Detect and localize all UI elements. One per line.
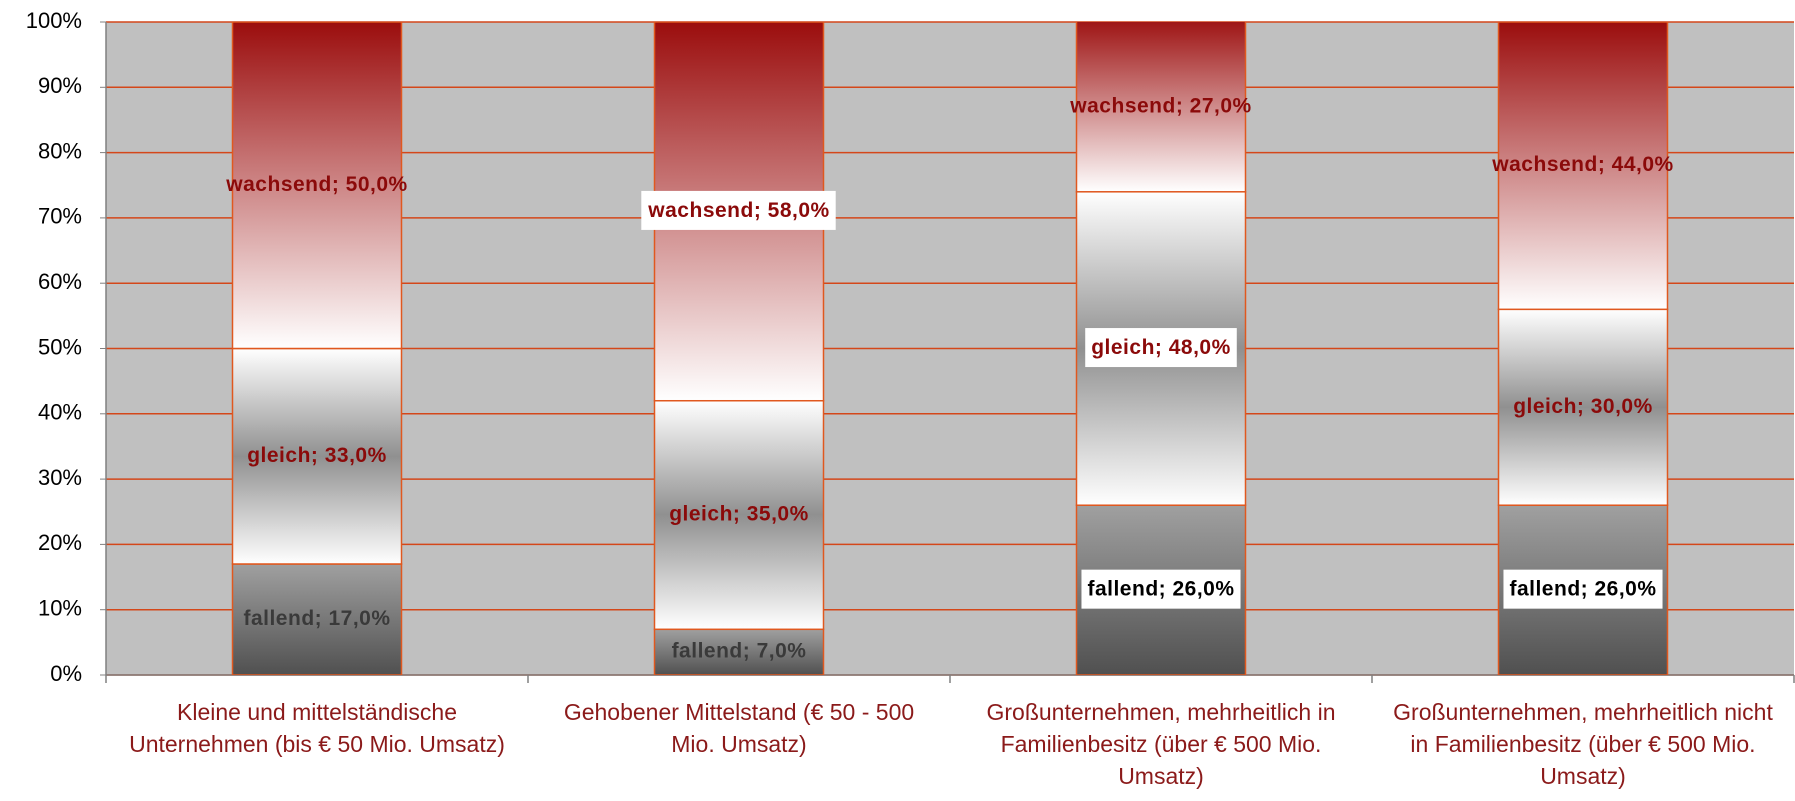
- bar-segment: [231, 22, 403, 350]
- y-tick-label: 90%: [38, 73, 82, 98]
- bar-segment: [1497, 308, 1669, 506]
- data-label: wachsend; 50,0%: [225, 173, 407, 196]
- label-box: [1081, 569, 1241, 609]
- data-label: wachsend; 58,0%: [647, 199, 829, 222]
- bar-segment: [1497, 22, 1669, 311]
- y-tick-label: 10%: [38, 596, 82, 621]
- y-tick-label: 100%: [26, 8, 82, 33]
- label-box: [641, 190, 836, 230]
- y-tick-label: 80%: [38, 138, 82, 163]
- x-tick-label: Gehobener Mittelstand (€ 50 - 500 Mio. U…: [563, 699, 915, 757]
- data-label: wachsend; 27,0%: [1069, 94, 1251, 117]
- data-label: wachsend; 44,0%: [1491, 153, 1673, 176]
- y-tick-label: 30%: [38, 465, 82, 490]
- data-label: gleich; 30,0%: [1513, 395, 1653, 418]
- bar-segment: [1075, 22, 1247, 193]
- data-label: fallend; 17,0%: [243, 607, 390, 630]
- y-tick-label: 60%: [38, 269, 82, 294]
- y-tick-label: 40%: [38, 400, 82, 425]
- data-label: gleich; 33,0%: [247, 444, 387, 467]
- bar-segment: [653, 628, 825, 675]
- x-tick-label: Großunternehmen, mehrheitlich in Familie…: [986, 699, 1336, 789]
- data-label: fallend; 7,0%: [672, 640, 807, 663]
- label-box: [1503, 569, 1663, 609]
- x-tick-label: Großunternehmen, mehrheitlich nicht in F…: [1393, 699, 1773, 789]
- label-box: [1085, 328, 1237, 368]
- y-tick-label: 50%: [38, 334, 82, 359]
- bar-segment: [653, 399, 825, 631]
- y-tick-label: 70%: [38, 204, 82, 229]
- y-tick-label: 0%: [50, 661, 82, 686]
- data-label: fallend; 26,0%: [1087, 578, 1234, 601]
- x-tick-label: Kleine und mittelständische Unternehmen …: [129, 699, 505, 757]
- bar-segment: [231, 347, 403, 565]
- bar-segment: [231, 563, 403, 675]
- y-tick-label: 20%: [38, 530, 82, 555]
- data-label: gleich; 35,0%: [669, 503, 809, 526]
- data-label: fallend; 26,0%: [1509, 578, 1656, 601]
- data-label: gleich; 48,0%: [1091, 336, 1231, 359]
